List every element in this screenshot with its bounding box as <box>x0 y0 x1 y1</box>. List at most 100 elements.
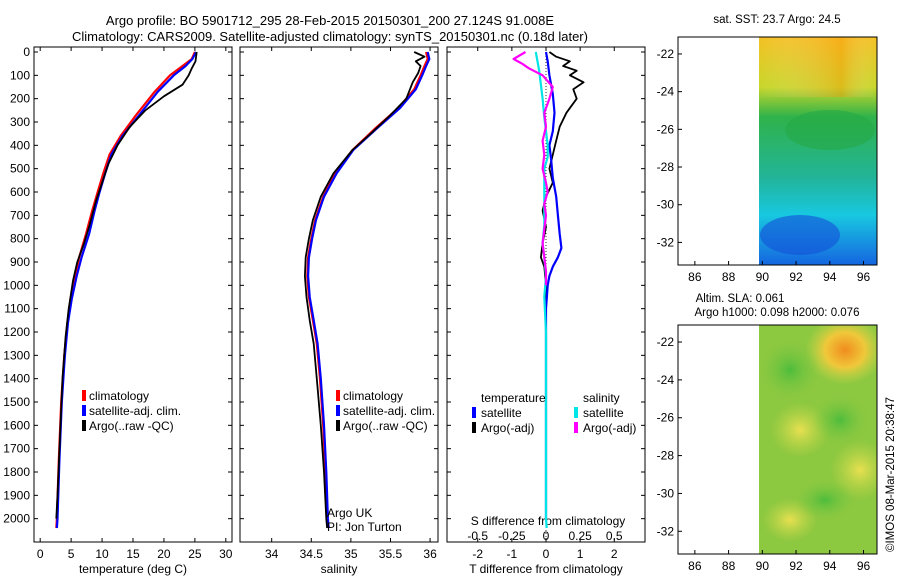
depth-tick-label: 1900 <box>3 488 30 502</box>
salinity-diff-tick-label: -0.25 <box>498 529 526 543</box>
sla-green-patch-2 <box>812 395 868 445</box>
depth-tick-label: 1600 <box>3 418 30 432</box>
depth-tick-label: 700 <box>10 208 30 222</box>
map-xtick-label: 90 <box>756 270 770 284</box>
depth-tick-label: 600 <box>10 185 30 199</box>
depth-tick-label: 500 <box>10 162 30 176</box>
depth-tick-label: 200 <box>10 92 30 106</box>
map-ytick-label: -22 <box>657 335 675 349</box>
map-ytick-label: -28 <box>657 160 675 174</box>
salinity-xtick-label: 35 <box>344 547 358 561</box>
legend-label: Argo(-adj) <box>583 421 636 435</box>
depth-tick-label: 900 <box>10 255 30 269</box>
map-xtick-label: 86 <box>688 559 702 573</box>
sla-green-patch-1 <box>760 340 820 400</box>
annotation-line1: Argo UK <box>327 506 372 520</box>
legend-swatch <box>574 407 578 418</box>
map-xtick-label: 92 <box>789 559 803 573</box>
figure-title-line2: Climatology: CARS2009. Satellite-adjuste… <box>72 29 588 44</box>
salinity-series-blue <box>307 51 431 529</box>
temperature-xtick-label: 0 <box>37 547 44 561</box>
legend-swatch <box>472 407 476 418</box>
legend-label: satellite-adj. clim. <box>89 404 181 418</box>
legend-label: Argo(..raw -QC) <box>343 419 428 433</box>
depth-tick-label: 100 <box>10 68 30 82</box>
temperature-series-black <box>55 51 198 519</box>
salinity-axes-frame <box>239 46 439 543</box>
salinity-diff-tick-label: 0.25 <box>568 529 592 543</box>
temperature-series-blue <box>55 51 198 529</box>
legend-temperature-title: temperature <box>481 391 546 405</box>
depth-tick-label: 300 <box>10 115 30 129</box>
depth-tick-label: 1200 <box>3 325 30 339</box>
map-xtick-label: 94 <box>823 559 837 573</box>
difference-xtick-label: 0 <box>543 547 550 561</box>
annotation-line2: PI: Jon Turton <box>327 520 402 534</box>
map-xtick-label: 92 <box>789 270 803 284</box>
difference-xtick-label: -2 <box>472 547 483 561</box>
salinity-xlabel: salinity <box>321 562 358 576</box>
legend-label: Argo(-adj) <box>481 421 534 435</box>
depth-tick-label: 800 <box>10 232 30 246</box>
legend-label: satellite <box>481 406 522 420</box>
map-ytick-label: -22 <box>657 47 675 61</box>
legend-label: satellite <box>583 406 624 420</box>
sla-green-patch-3 <box>795 480 855 520</box>
salinity-profile: 34 34.5 35 35.5 36 salinity climatologysatelli… <box>239 46 439 576</box>
salinity-xtick-label: 34.5 <box>300 547 324 561</box>
legend-label: climatology <box>89 389 149 403</box>
difference-series-cyan <box>534 51 549 529</box>
map-ytick-label: -32 <box>657 235 675 249</box>
legend-salinity-title: salinity <box>583 391 620 405</box>
legend-label: satellite-adj. clim. <box>343 404 435 418</box>
sst-map-title: sat. SST: 23.7 Argo: 24.5 <box>713 14 840 26</box>
depth-tick-label: 0 <box>23 45 30 59</box>
difference-series-magenta <box>512 51 554 286</box>
temperature-xtick-label: 25 <box>188 547 202 561</box>
depth-tick-label: 1100 <box>4 302 30 316</box>
map-ytick-label: -32 <box>657 524 675 538</box>
depth-tick-label: 2000 <box>3 512 30 526</box>
sla-map: 86 88 90 92 94 96 -22 -24 -26 -28 -30 -32 <box>657 324 878 573</box>
temperature-series-red <box>55 51 196 529</box>
temperature-xtick-label: 15 <box>126 547 140 561</box>
temperature-xtick-label: 5 <box>68 547 75 561</box>
sst-cold-patch <box>760 215 840 255</box>
sst-warm-patch <box>759 37 877 97</box>
sla-high-patch <box>805 325 877 385</box>
temperature-xtick-label: 20 <box>157 547 171 561</box>
depth-tick-label: 1800 <box>3 465 30 479</box>
salinity-diff-xlabel: S difference from climatology <box>471 514 626 528</box>
salinity-xtick-label: 36 <box>423 547 437 561</box>
map-xtick-label: 88 <box>722 559 736 573</box>
map-ytick-label: -24 <box>657 373 675 387</box>
depth-tick-label: 1400 <box>3 372 30 386</box>
legend-swatch <box>336 390 340 401</box>
legend-swatch <box>336 420 340 431</box>
legend-swatch <box>82 420 86 431</box>
difference-xtick-label: 1 <box>577 547 584 561</box>
map-ytick-label: -30 <box>657 198 675 212</box>
temperature-xtick-label: 10 <box>95 547 109 561</box>
legend-swatch <box>82 405 86 416</box>
salinity-xtick-label: 35.5 <box>379 547 403 561</box>
depth-tick-label: 1500 <box>3 395 30 409</box>
sla-map-title-line2: Argo h1000: 0.098 h2000: 0.076 <box>695 307 860 319</box>
salinity-diff-tick-label: -0.5 <box>467 529 488 543</box>
map-xtick-label: 86 <box>688 270 702 284</box>
map-xtick-label: 96 <box>857 559 871 573</box>
temperature-xtick-label: 30 <box>219 547 233 561</box>
map-ytick-label: -26 <box>657 411 675 425</box>
legend-swatch <box>472 422 476 433</box>
sla-map-title-line1: Altim. SLA: 0.061 <box>696 293 785 305</box>
depth-tick-label: 1700 <box>3 442 30 456</box>
legend-swatch <box>336 405 340 416</box>
legend-swatch <box>82 390 86 401</box>
difference-series-blue <box>544 51 563 519</box>
map-xtick-label: 94 <box>823 270 837 284</box>
legend-label: Argo(..raw -QC) <box>89 419 174 433</box>
figure-title-line1: Argo profile: BO 5901712_295 28-Feb-2015… <box>105 13 555 28</box>
salinity-diff-tick-label: 0.5 <box>606 529 623 543</box>
salinity-xtick-label: 34 <box>265 547 279 561</box>
